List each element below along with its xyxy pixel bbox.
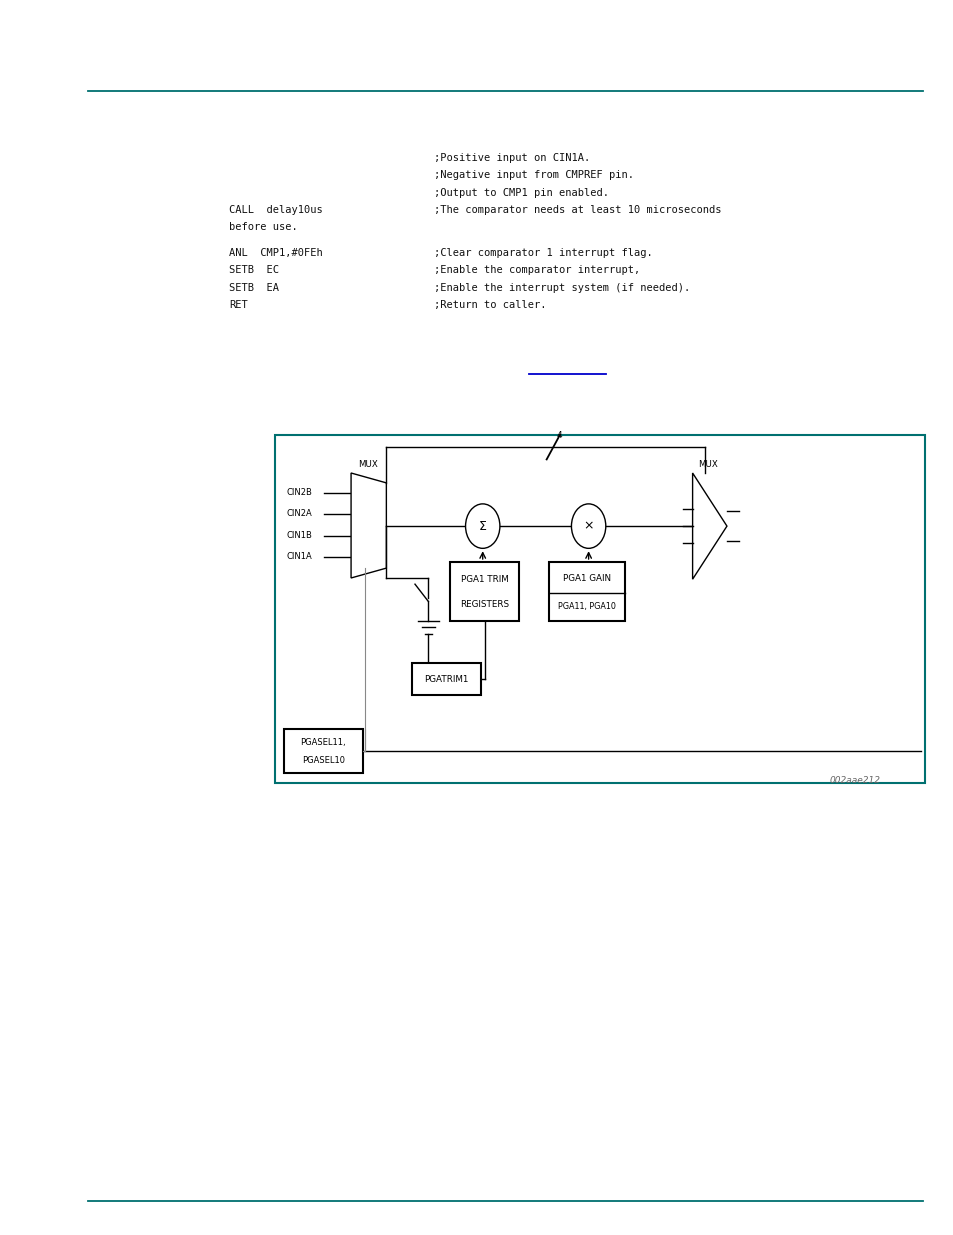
Text: CALL  delay10us: CALL delay10us [229, 205, 322, 215]
Text: ;Negative input from CMPREF pin.: ;Negative input from CMPREF pin. [434, 170, 634, 180]
Text: PGASEL11,: PGASEL11, [300, 739, 346, 747]
Text: CIN2B: CIN2B [286, 488, 312, 498]
Text: PGA1 TRIM: PGA1 TRIM [460, 576, 508, 584]
Text: MUX: MUX [358, 459, 377, 469]
Text: ;The comparator needs at least 10 microseconds: ;The comparator needs at least 10 micros… [434, 205, 720, 215]
FancyBboxPatch shape [450, 562, 518, 621]
Text: 002aae212: 002aae212 [829, 776, 880, 784]
Text: MUX: MUX [698, 459, 717, 469]
Text: ;Return to caller.: ;Return to caller. [434, 300, 546, 310]
Text: ;Output to CMP1 pin enabled.: ;Output to CMP1 pin enabled. [434, 188, 608, 198]
Text: ;Clear comparator 1 interrupt flag.: ;Clear comparator 1 interrupt flag. [434, 248, 652, 258]
Text: ;Positive input on CIN1A.: ;Positive input on CIN1A. [434, 153, 590, 163]
Text: CIN1B: CIN1B [286, 531, 312, 541]
Text: SETB  EA: SETB EA [229, 283, 278, 293]
Text: PGATRIM1: PGATRIM1 [424, 674, 468, 684]
Text: 4: 4 [556, 431, 561, 441]
Text: before use.: before use. [229, 222, 297, 232]
Text: PGA11, PGA10: PGA11, PGA10 [558, 603, 615, 611]
Text: SETB  EC: SETB EC [229, 266, 278, 275]
Polygon shape [351, 473, 386, 578]
Text: ;Enable the comparator interrupt,: ;Enable the comparator interrupt, [434, 266, 639, 275]
Text: PGASEL10: PGASEL10 [301, 756, 345, 766]
Text: RET: RET [229, 300, 248, 310]
Text: ×: × [582, 520, 594, 532]
FancyBboxPatch shape [548, 562, 624, 621]
FancyBboxPatch shape [412, 663, 480, 695]
Text: Σ: Σ [478, 520, 486, 532]
Circle shape [465, 504, 499, 548]
FancyBboxPatch shape [284, 729, 362, 773]
Circle shape [571, 504, 605, 548]
Text: CIN1A: CIN1A [286, 552, 312, 562]
Text: CIN2A: CIN2A [286, 509, 312, 519]
Text: REGISTERS: REGISTERS [459, 600, 509, 609]
Text: PGA1 GAIN: PGA1 GAIN [562, 574, 610, 583]
Polygon shape [692, 473, 726, 579]
Text: ANL  CMP1,#0FEh: ANL CMP1,#0FEh [229, 248, 322, 258]
FancyBboxPatch shape [274, 435, 924, 783]
Text: ;Enable the interrupt system (if needed).: ;Enable the interrupt system (if needed)… [434, 283, 690, 293]
